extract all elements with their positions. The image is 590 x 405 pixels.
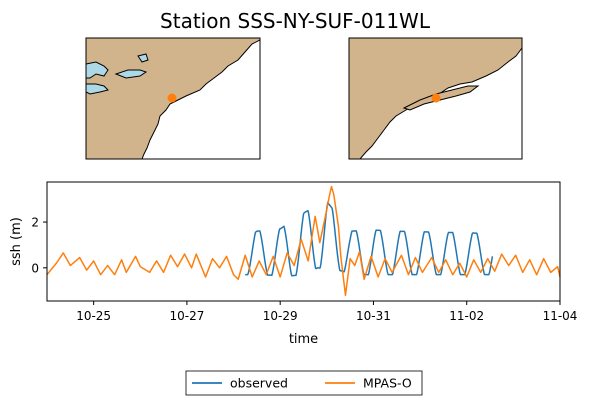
y-axis: 02: [31, 216, 47, 275]
x-tick-label: 11-04: [543, 309, 578, 323]
regional-map-frame: [85, 37, 261, 160]
series-line-mpas-o: [46, 185, 561, 297]
legend: observed MPAS-O: [185, 370, 423, 396]
y-axis-label: ssh (m): [9, 217, 24, 266]
series-layer: [46, 185, 561, 297]
x-tick-label: 11-02: [449, 309, 484, 323]
ssh-timeseries-plot: 10-25 10-27 10-29 10-31 11-02 11-04 02 time s…: [9, 181, 577, 347]
local-map: [348, 37, 523, 160]
x-tick-label: 10-31: [356, 309, 391, 323]
x-axis: 10-25 10-27 10-29 10-31 11-02 11-04: [76, 301, 577, 323]
x-tick-label: 10-29: [263, 309, 298, 323]
series-line-observed: [245, 201, 494, 277]
x-axis-label: time: [289, 332, 318, 347]
y-tick-label: 2: [31, 216, 39, 230]
regional-station-marker: [167, 93, 177, 103]
local-station-marker: [431, 93, 441, 103]
x-tick-label: 10-27: [169, 309, 204, 323]
legend-label-mpas-o: MPAS-O: [363, 376, 412, 391]
y-tick-label: 0: [31, 261, 39, 275]
great-lakes: [85, 53, 149, 95]
plot-frame: [46, 181, 561, 302]
local-map-frame: [348, 37, 523, 160]
regional-map: [85, 37, 261, 160]
legend-label-observed: observed: [230, 376, 288, 391]
x-tick-label: 10-25: [76, 309, 111, 323]
chart-title: Station SSS-NY-SUF-011WL: [160, 9, 431, 33]
legend-box: [185, 370, 423, 396]
